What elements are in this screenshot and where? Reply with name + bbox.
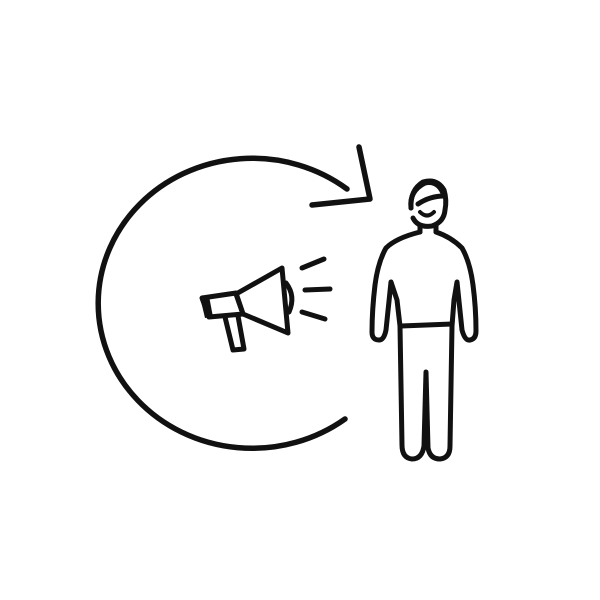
- megaphone-handle: [222, 313, 247, 353]
- person-body: [369, 229, 479, 462]
- megaphone-bell: [283, 280, 295, 315]
- person-smile: [418, 210, 436, 218]
- sound-wave-top: [299, 256, 327, 271]
- sound-waves-icon: [299, 256, 333, 322]
- sound-wave-middle: [302, 286, 333, 293]
- megaphone-icon: [199, 265, 295, 353]
- refresh-arrow-icon: [95, 144, 373, 452]
- arrow-head: [309, 144, 373, 208]
- person-waistline: [398, 321, 455, 329]
- sound-wave-bottom: [299, 309, 328, 322]
- arrow-arc: [95, 155, 350, 452]
- person-icon: [369, 178, 479, 462]
- megaphone-cap: [200, 296, 213, 318]
- megaphone-cone: [233, 265, 291, 336]
- person-hair: [408, 180, 447, 211]
